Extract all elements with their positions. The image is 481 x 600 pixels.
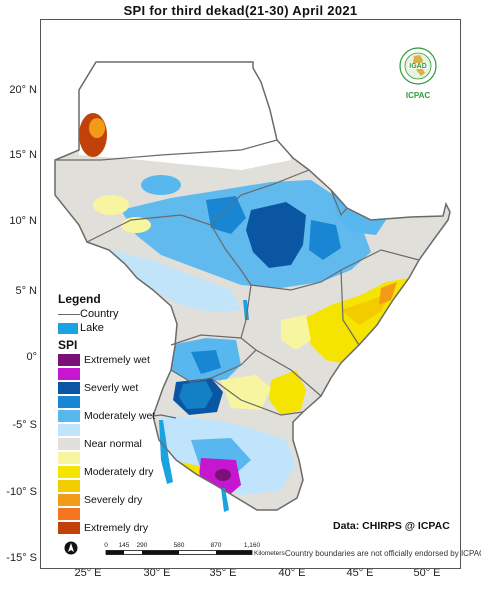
lon-tick-45e: 45° E xyxy=(346,567,374,579)
scale-label-870: 870 xyxy=(210,542,222,549)
lon-tick-50e: 50° E xyxy=(413,567,441,579)
spi-label-moderately-dry: Moderately dry xyxy=(84,466,154,478)
country-line-icon xyxy=(58,314,80,315)
spi-swatch-moderately-wet xyxy=(58,410,80,422)
igad-icpac-logo: IGAD ICPAC xyxy=(395,46,441,104)
scale-unit: Kilometers xyxy=(254,550,285,557)
legend-title: Legend xyxy=(58,292,101,306)
kenya-coast-dry xyxy=(269,370,306,415)
spi-swatch-near-normal xyxy=(58,438,80,450)
legend-country-label: Country xyxy=(80,308,119,320)
lon-tick-40e: 40° E xyxy=(278,567,306,579)
lon-tick-25e: 25° E xyxy=(74,567,102,579)
lake-victoria xyxy=(179,381,213,409)
spi-swatch-slightly-dry xyxy=(58,452,80,464)
scale-bar: 0 145 290 580 870 1,160 Kilometers xyxy=(102,542,292,564)
logo-bottom-text: ICPAC xyxy=(405,91,431,100)
map-title: SPI for third dekad(21-30) April 2021 xyxy=(123,3,358,18)
land-base xyxy=(55,62,450,510)
spi-swatch-wet xyxy=(58,396,80,408)
scale-label-0: 0 xyxy=(104,542,108,549)
lat-tick-5n: 5° N xyxy=(15,285,37,297)
scale-label-580: 580 xyxy=(173,542,185,549)
spi-swatch-severly-wet xyxy=(58,382,80,394)
spi-label-extremely-dry: Extremely dry xyxy=(84,522,149,534)
lon-tick-30e: 30° E xyxy=(143,567,171,579)
uganda-severe-wet xyxy=(191,350,221,374)
lat-tick-20n: 20° N xyxy=(9,84,37,96)
spi-swatch-extremely-wet xyxy=(58,354,80,366)
somalia-dry-2 xyxy=(341,292,391,325)
lat-tick-15n: 15° N xyxy=(9,149,37,161)
spi-swatch-dry xyxy=(58,480,80,492)
disclaimer: Country boundaries are not officially en… xyxy=(285,549,481,558)
spi-swatch-severely-dry xyxy=(58,494,80,506)
spi-swatch-moderately-dry xyxy=(58,466,80,478)
somalia-severe-dry xyxy=(379,282,397,305)
data-credit: Data: CHIRPS @ ICPAC xyxy=(333,520,450,532)
scale-label-1160: 1,160 xyxy=(243,542,261,549)
spi-swatch-very-dry xyxy=(58,508,80,520)
north-arrow-icon xyxy=(64,541,78,555)
sudan-light-spot xyxy=(93,195,129,215)
dry-season-area xyxy=(79,62,291,170)
map-frame xyxy=(40,19,461,569)
severely-wet-core xyxy=(246,202,306,268)
lat-tick-10s: -10° S xyxy=(6,486,37,498)
wet-core-3 xyxy=(309,220,341,260)
logo-icon xyxy=(399,47,437,85)
lake-turkana xyxy=(243,300,249,320)
lat-tick-5s: -5° S xyxy=(12,419,37,431)
lake-malawi xyxy=(221,488,229,512)
tanzania-extreme-wet-core xyxy=(215,469,231,481)
scale-label-145: 145 xyxy=(118,542,130,549)
lat-tick-0: 0° xyxy=(26,351,37,363)
spi-swatch-very-wet xyxy=(58,368,80,380)
lat-tick-15s: -15° S xyxy=(6,552,37,564)
spi-swatch-slightly-wet xyxy=(58,424,80,436)
lon-tick-35e: 35° E xyxy=(209,567,237,579)
somalia-light-dry xyxy=(281,315,311,350)
legend-lake-label: Lake xyxy=(80,322,104,334)
spi-label-near-normal: Near normal xyxy=(84,438,142,450)
scale-bar-graphic xyxy=(105,550,253,555)
wet-core-2 xyxy=(206,196,246,234)
severely-dry-patch xyxy=(89,118,105,138)
lake-swatch xyxy=(58,323,78,334)
kenya-light-dry xyxy=(221,375,271,410)
light-wet-band xyxy=(111,250,241,312)
sudan-wet-spot xyxy=(141,175,181,195)
spi-map-svg xyxy=(54,61,451,512)
spi-label-extremely-wet: Extremely wet xyxy=(84,354,150,366)
spi-label-moderately-wet: Moderately wet xyxy=(84,410,156,422)
lake-tanganyika xyxy=(159,420,173,484)
legend-spi-title: SPI xyxy=(58,338,78,352)
internal-borders xyxy=(55,139,420,419)
scale-label-290: 290 xyxy=(136,542,148,549)
spi-swatch-extremely-dry xyxy=(58,522,80,534)
lat-tick-10n: 10° N xyxy=(9,215,37,227)
logo-top-text: IGAD xyxy=(409,63,427,70)
spi-label-severly-wet: Severly wet xyxy=(84,382,139,394)
moderately-wet-band xyxy=(121,180,371,288)
spi-label-severely-dry: Severely dry xyxy=(84,494,143,506)
